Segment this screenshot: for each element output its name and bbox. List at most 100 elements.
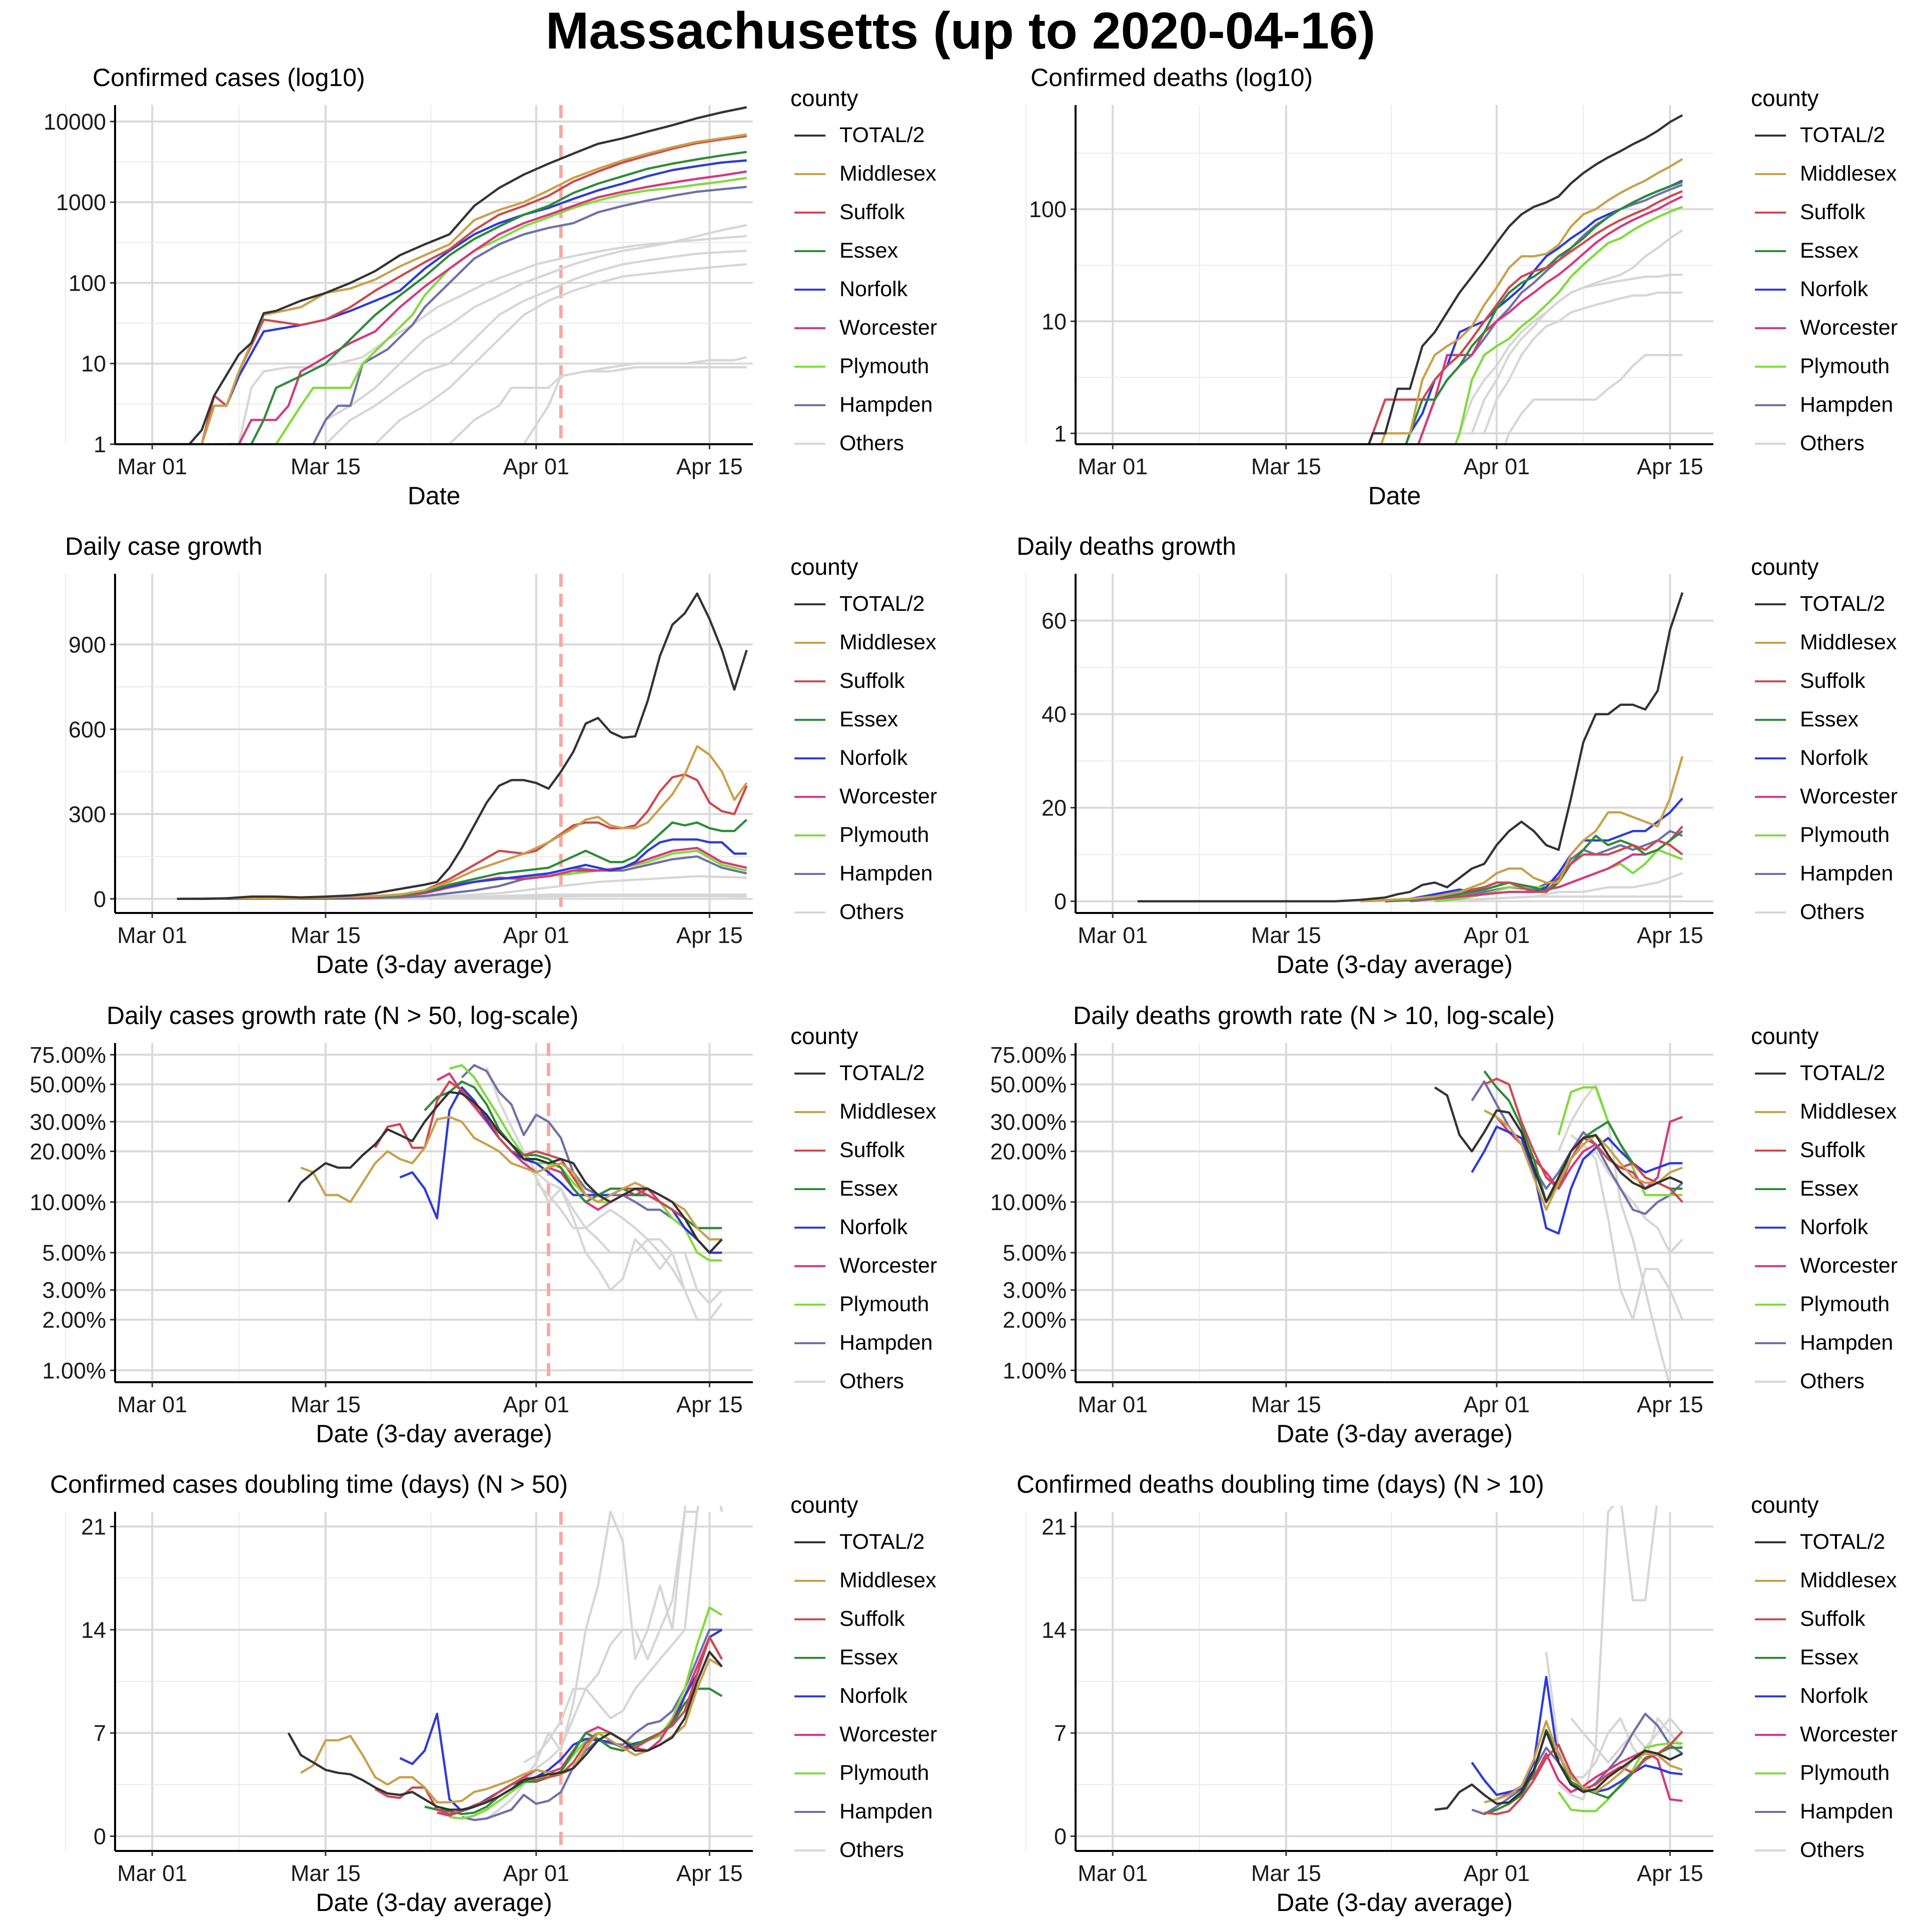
series-line-total-2 <box>152 106 747 444</box>
legend-label: Others <box>839 431 904 455</box>
legend-item: Essex <box>1751 700 1921 739</box>
series-line-others <box>1471 274 1683 434</box>
series-line-worcester <box>1417 195 1683 444</box>
series-line-others <box>1558 1506 1658 1801</box>
x-tick-label: Mar 01 <box>1078 922 1148 948</box>
legend-label: TOTAL/2 <box>839 1530 925 1554</box>
legend-swatch <box>1755 1733 1786 1736</box>
legend-swatch <box>1755 1695 1786 1697</box>
series-line-total-2 <box>287 1091 723 1254</box>
legend-swatch <box>1755 211 1786 214</box>
legend-title: county <box>1751 1492 1819 1518</box>
x-tick-label: Mar 01 <box>117 454 187 479</box>
y-tick-label: 50.00% <box>990 1072 1067 1098</box>
legend-item: Essex <box>1751 1170 1921 1208</box>
x-tick-label: Mar 01 <box>1078 1392 1148 1417</box>
legend-item: Essex <box>790 232 960 270</box>
legend-label: Suffolk <box>839 1138 905 1162</box>
x-axis-title: Date (3-day average) <box>316 950 552 979</box>
legend-item: TOTAL/2 <box>790 116 960 155</box>
chart-daily-case-growth: 0 300 600 900 Mar 01 Mar 15 Apr 01 Apr 15 Date (… <box>65 574 753 979</box>
legend-swatch <box>1755 1188 1786 1190</box>
series-line-others <box>448 356 747 444</box>
legend-item: Plymouth <box>1751 1754 1921 1792</box>
legend-label: Others <box>1800 900 1865 924</box>
legend-label: Middlesex <box>839 1100 936 1124</box>
legend-label: Worcester <box>839 1722 937 1746</box>
x-tick-label: Mar 01 <box>117 1860 187 1886</box>
legend-swatch <box>1755 795 1786 798</box>
legend-swatch <box>1755 365 1786 368</box>
x-tick-label: Mar 15 <box>291 454 361 479</box>
legend-label: Worcester <box>839 1254 937 1278</box>
legend-item: Plymouth <box>790 347 960 386</box>
x-tick-label: Apr 01 <box>1463 922 1530 948</box>
x-tick-label: Mar 01 <box>1078 454 1148 479</box>
legend-label: Norfolk <box>1800 277 1868 301</box>
y-tick-label: 20 <box>1042 795 1067 821</box>
panel-title: Confirmed cases doubling time (days) (N … <box>50 1470 568 1498</box>
y-tick-label: 5.00% <box>1003 1240 1067 1266</box>
legend-swatch <box>794 250 825 252</box>
legend-swatch <box>794 1579 825 1582</box>
series-line-others <box>1570 1134 1684 1321</box>
series-group <box>287 1506 723 1821</box>
legend-swatch <box>1755 327 1786 329</box>
legend-label: Suffolk <box>1800 669 1865 693</box>
x-axis-title: Date (3-day average) <box>1276 1420 1512 1448</box>
y-tick-label: 75.00% <box>990 1042 1067 1068</box>
legend-label: Norfolk <box>1800 1215 1868 1239</box>
legend-swatch <box>794 1695 825 1697</box>
legend-label: TOTAL/2 <box>1800 1061 1885 1085</box>
legend-item: TOTAL/2 <box>790 1054 960 1093</box>
panel-daily-deaths-growth: Daily deaths growth 0 20 40 60 Mar 01 Mar 15 A… <box>960 529 1921 994</box>
legend-swatch <box>1755 872 1786 875</box>
legend-swatch <box>794 288 825 291</box>
panel-title: Confirmed cases (log10) <box>93 64 365 92</box>
series-group <box>1434 1070 1684 1382</box>
grid <box>1025 574 1713 913</box>
series-line-total-2 <box>1137 592 1684 902</box>
series-line-others <box>325 250 747 444</box>
legend-item: Plymouth <box>1751 1285 1921 1324</box>
legend: county TOTAL/2 Middlesex Suffolk Essex Norfol… <box>790 1487 960 1869</box>
y-tick-label: 14 <box>81 1617 106 1643</box>
legend-swatch <box>794 911 825 913</box>
panel-confirmed-deaths: Confirmed deaths (log10) 1 10 100 Mar 01 Mar… <box>960 60 1921 525</box>
legend-label: Others <box>1800 431 1865 455</box>
legend-label: Others <box>839 1369 904 1393</box>
legend-swatch <box>1755 1149 1786 1152</box>
series-line-others <box>535 1182 723 1305</box>
legend-item: TOTAL/2 <box>1751 1523 1921 1561</box>
y-tick-label: 40 <box>1042 702 1067 727</box>
series-line-others <box>1459 895 1683 902</box>
y-tick-label: 0 <box>1054 889 1067 914</box>
y-tick-label: 1.00% <box>1003 1358 1067 1383</box>
legend-item: Worcester <box>790 1715 960 1754</box>
panel-title: Daily cases growth rate (N > 50, log-sca… <box>107 1002 579 1030</box>
legend-item: Norfolk <box>790 270 960 309</box>
legend-swatch <box>1755 1618 1786 1620</box>
legend-label: TOTAL/2 <box>1800 1530 1885 1554</box>
legend-label: TOTAL/2 <box>839 1061 925 1085</box>
legend-item: Hampden <box>1751 854 1921 893</box>
chart-confirmed-cases: 1 10 100 1000 10000 Mar 01 Mar 15 Apr 01 Apr 15 D… <box>44 105 753 510</box>
legend-item: Norfolk <box>1751 270 1921 309</box>
legend-item: Plymouth <box>1751 816 1921 854</box>
panel-title: Daily deaths growth <box>1017 532 1237 560</box>
legend-item: Others <box>1751 424 1921 463</box>
x-tick-label: Apr 01 <box>503 922 569 948</box>
legend-label: Others <box>1800 1369 1865 1393</box>
y-tick-label: 20.00% <box>30 1139 106 1164</box>
legend-item: Hampden <box>1751 386 1921 424</box>
series-line-norfolk <box>399 1086 722 1254</box>
x-tick-label: Apr 15 <box>676 1392 743 1417</box>
series-line-middlesex <box>152 133 747 444</box>
legend-item: Suffolk <box>1751 1600 1921 1638</box>
y-tick-label: 1 <box>1054 421 1067 446</box>
legend-label: TOTAL/2 <box>839 592 925 616</box>
legend-item: Norfolk <box>1751 739 1921 777</box>
series-line-suffolk <box>374 1636 723 1815</box>
legend-swatch <box>794 1380 825 1383</box>
legend-item: Worcester <box>790 309 960 347</box>
